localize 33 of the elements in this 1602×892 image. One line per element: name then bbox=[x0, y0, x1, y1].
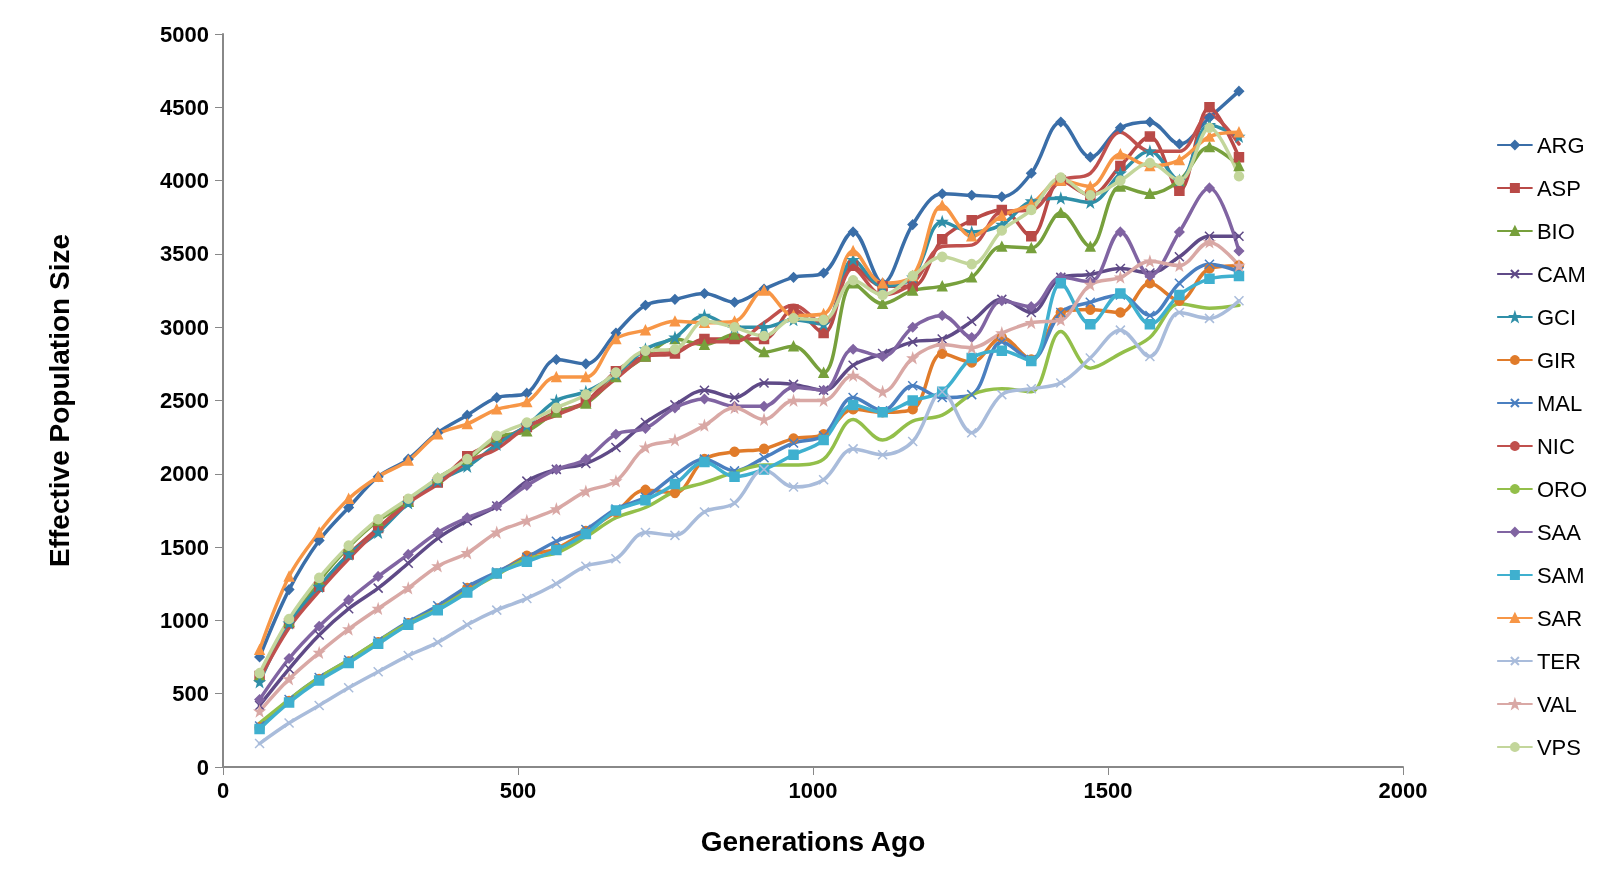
y-tick-label: 4000 bbox=[160, 168, 209, 194]
x-tick-label: 500 bbox=[499, 777, 537, 803]
legend-label: ASP bbox=[1536, 175, 1581, 201]
y-tick-label: 4500 bbox=[160, 94, 209, 120]
legend-label: TER bbox=[1536, 648, 1581, 674]
legend-label: GCI bbox=[1536, 304, 1577, 330]
x-tick-label: 0 bbox=[216, 777, 230, 803]
legend-label: SAM bbox=[1536, 562, 1585, 588]
y-tick-label: 2000 bbox=[160, 461, 209, 487]
legend-label: NIC bbox=[1536, 433, 1575, 459]
x-tick-label: 1500 bbox=[1083, 777, 1133, 803]
legend-label: GIR bbox=[1536, 347, 1577, 373]
legend-label: SAR bbox=[1536, 605, 1583, 631]
y-tick-label: 1000 bbox=[160, 607, 209, 633]
y-tick-label: 3000 bbox=[160, 314, 209, 340]
y-tick-label: 3500 bbox=[160, 241, 209, 267]
y-tick-label: 5000 bbox=[160, 21, 209, 47]
legend-label: CAM bbox=[1536, 261, 1586, 287]
legend-label: VPS bbox=[1536, 734, 1581, 760]
y-tick-label: 1500 bbox=[160, 534, 209, 560]
y-axis-title: Effective Population Size bbox=[43, 234, 75, 567]
legend-label: VAL bbox=[1536, 691, 1577, 717]
legend-label: MAL bbox=[1536, 390, 1583, 416]
y-tick-label: 0 bbox=[196, 754, 209, 780]
legend-label: BIO bbox=[1536, 218, 1575, 244]
y-tick-label: 2500 bbox=[160, 388, 209, 413]
legend-label: ARG bbox=[1536, 132, 1585, 158]
x-tick-label: 2000 bbox=[1378, 777, 1428, 803]
x-axis-title: Generations Ago bbox=[700, 825, 926, 857]
y-tick-label: 500 bbox=[172, 681, 209, 707]
legend-label: SAA bbox=[1536, 519, 1582, 545]
legend-label: ORO bbox=[1536, 476, 1588, 502]
x-tick-label: 1000 bbox=[788, 777, 838, 803]
